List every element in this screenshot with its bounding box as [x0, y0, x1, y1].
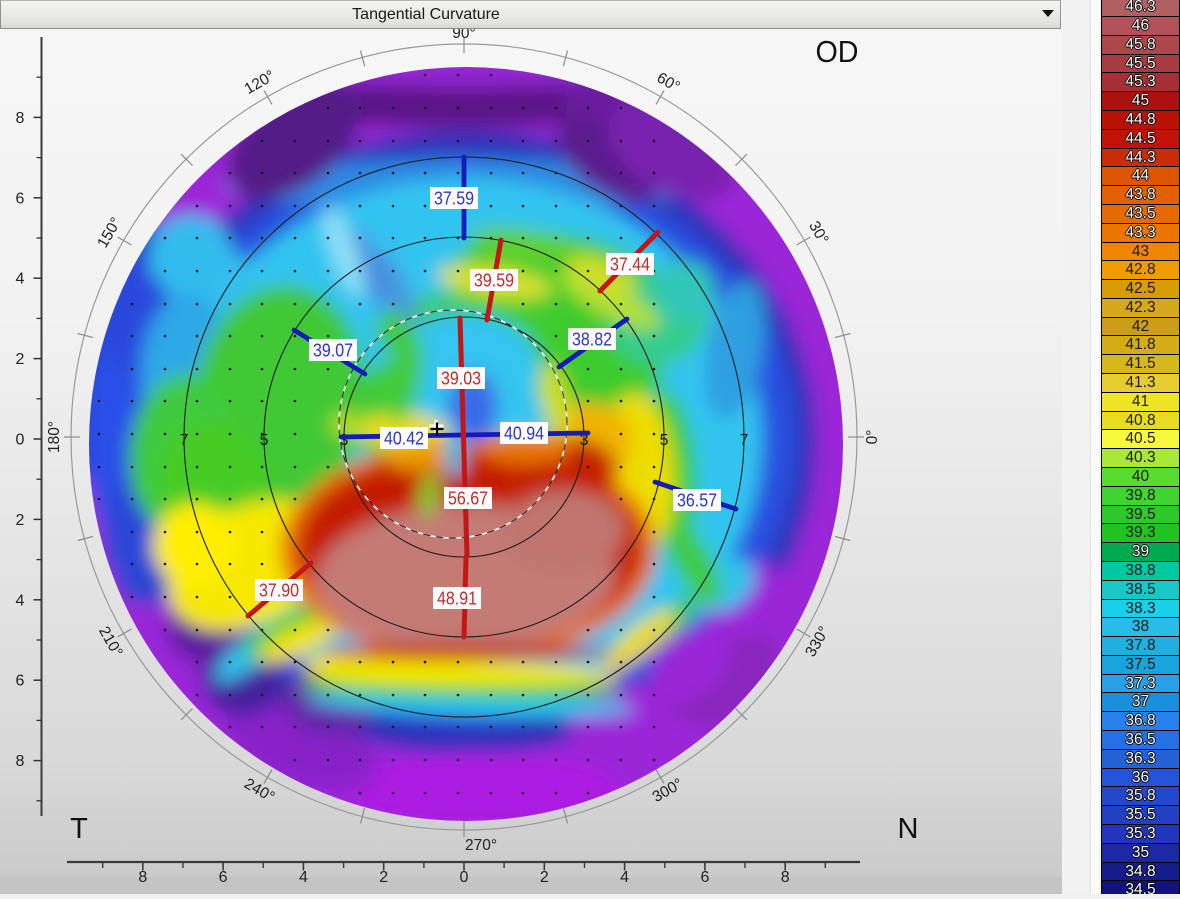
svg-text:2: 2	[16, 512, 25, 529]
svg-text:8: 8	[16, 110, 25, 127]
svg-text:4: 4	[620, 869, 629, 886]
svg-text:48.91: 48.91	[437, 589, 477, 609]
svg-text:3: 3	[580, 432, 589, 449]
svg-text:2: 2	[540, 869, 549, 886]
svg-text:36.57: 36.57	[677, 491, 717, 511]
svg-text:0: 0	[16, 432, 25, 449]
svg-text:4: 4	[299, 869, 308, 886]
svg-text:60°: 60°	[654, 69, 683, 95]
svg-text:6: 6	[700, 869, 709, 886]
svg-text:37.59: 37.59	[434, 189, 474, 209]
svg-text:39.07: 39.07	[313, 341, 353, 361]
svg-text:T: T	[70, 813, 88, 845]
svg-text:3: 3	[340, 432, 349, 449]
svg-text:4: 4	[16, 592, 25, 609]
svg-text:180°: 180°	[46, 421, 63, 453]
svg-text:40.94: 40.94	[504, 424, 544, 444]
svg-text:8: 8	[138, 869, 147, 886]
svg-text:0°: 0°	[864, 430, 881, 445]
svg-text:OD: OD	[816, 34, 859, 69]
svg-text:37.90: 37.90	[259, 581, 299, 601]
svg-text:0: 0	[460, 869, 469, 886]
svg-text:6: 6	[16, 190, 25, 207]
svg-text:38.82: 38.82	[572, 330, 612, 350]
svg-text:6: 6	[16, 673, 25, 690]
svg-text:5: 5	[260, 432, 269, 449]
svg-text:56.67: 56.67	[448, 489, 488, 509]
svg-text:30°: 30°	[805, 218, 831, 247]
svg-text:270°: 270°	[465, 837, 497, 854]
svg-text:8: 8	[781, 869, 790, 886]
svg-text:37.44: 37.44	[610, 255, 650, 275]
svg-text:40.42: 40.42	[384, 429, 424, 449]
svg-text:7: 7	[740, 432, 749, 449]
svg-text:8: 8	[16, 753, 25, 770]
svg-text:39.59: 39.59	[474, 271, 514, 291]
svg-text:7: 7	[180, 432, 189, 449]
svg-text:6: 6	[219, 869, 228, 886]
svg-text:4: 4	[16, 271, 25, 288]
svg-text:90°: 90°	[452, 25, 475, 42]
svg-text:2: 2	[379, 869, 388, 886]
svg-text:N: N	[898, 813, 919, 845]
svg-text:2: 2	[16, 351, 25, 368]
svg-text:5: 5	[660, 432, 669, 449]
svg-text:39.03: 39.03	[441, 369, 481, 389]
